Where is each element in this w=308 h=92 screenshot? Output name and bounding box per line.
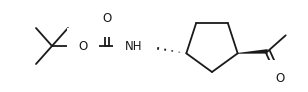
Text: O: O bbox=[275, 72, 284, 85]
Text: NH: NH bbox=[125, 40, 143, 54]
Text: O: O bbox=[78, 39, 87, 53]
Text: O: O bbox=[102, 13, 111, 25]
Polygon shape bbox=[238, 49, 268, 54]
